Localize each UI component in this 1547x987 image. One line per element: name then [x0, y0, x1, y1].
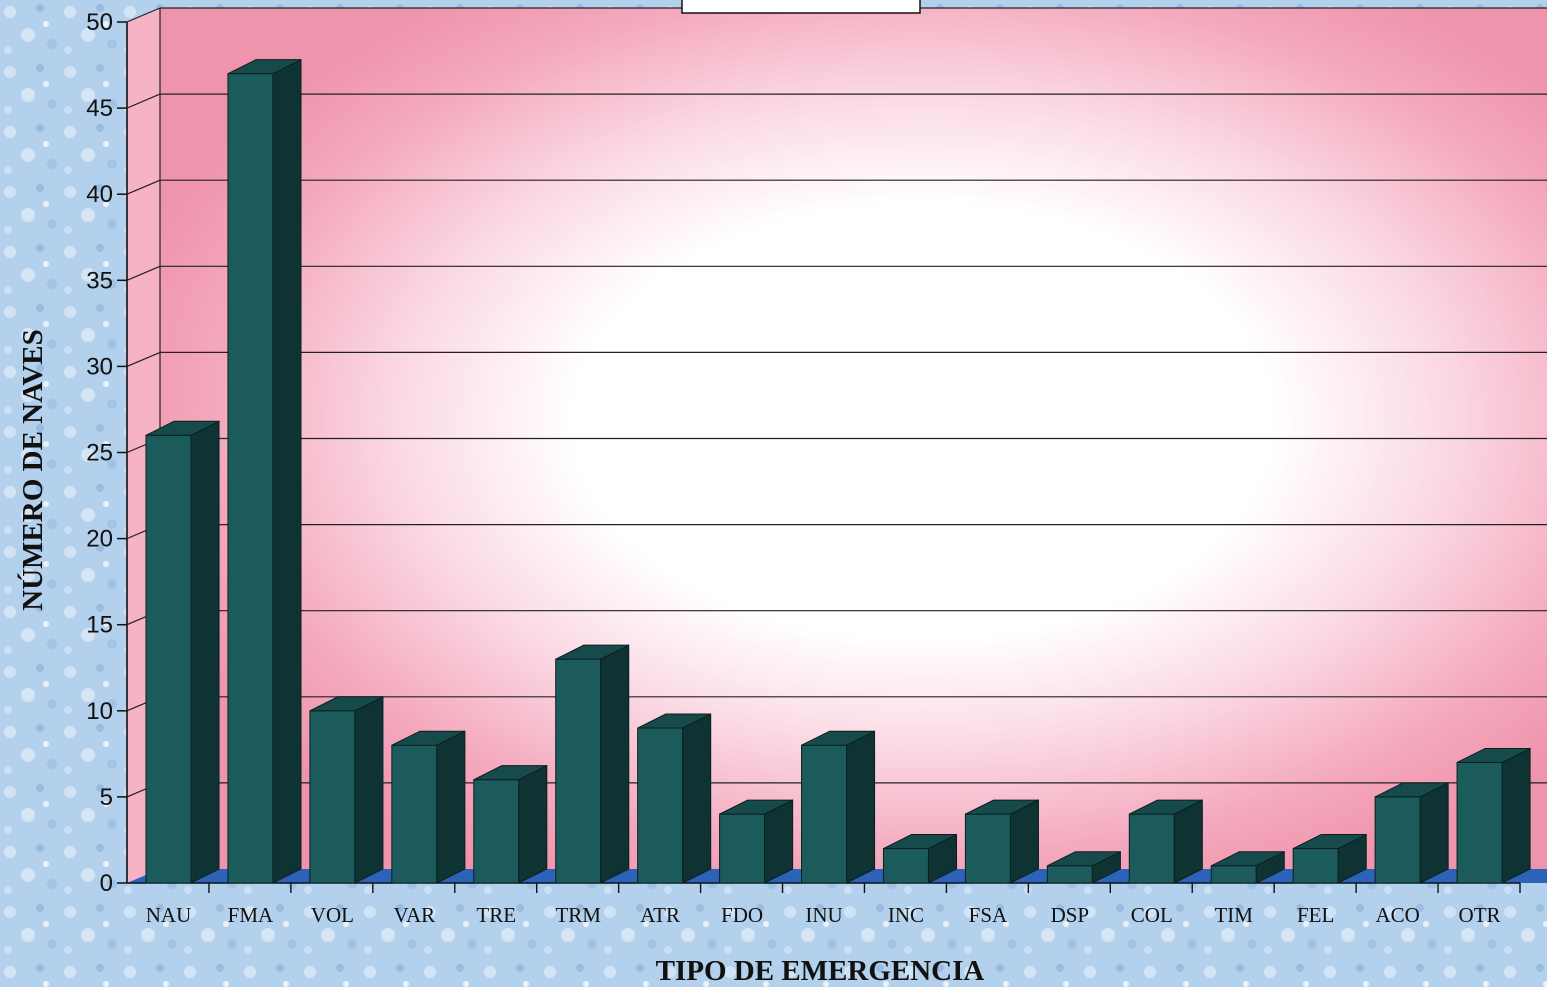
gridline-side [126, 93, 161, 109]
bar-side [600, 644, 630, 884]
x-tick-label: ATR [640, 903, 680, 927]
bar-top [391, 730, 466, 746]
bar-group [473, 764, 548, 884]
bar-group [964, 799, 1039, 884]
bar [1210, 865, 1257, 884]
bar-top [801, 730, 875, 746]
bar-group [1374, 782, 1449, 884]
bar-group [309, 695, 384, 884]
x-tick-label: FSA [969, 903, 1008, 927]
x-tick-label: OTR [1459, 903, 1501, 927]
bar-group [391, 730, 466, 884]
bar [1128, 813, 1175, 884]
bar-side [518, 764, 548, 884]
x-tick-label: TIM [1214, 903, 1253, 927]
bar-group [1292, 833, 1367, 884]
bar [145, 434, 192, 884]
bar [1374, 796, 1421, 884]
bar-side [1419, 782, 1449, 884]
bar-top [1047, 851, 1121, 867]
bar-top [1292, 834, 1367, 850]
x-tick-label: ACO [1375, 903, 1419, 927]
bar-top [719, 799, 793, 815]
bar-top [555, 644, 629, 660]
y-tick-label: 30 [86, 353, 113, 380]
bar [391, 744, 438, 884]
bar-side [436, 730, 466, 884]
y-tick-label: 45 [86, 95, 113, 122]
bar-top [1456, 747, 1531, 763]
gridline-side [126, 351, 161, 367]
y-tick-label: 20 [86, 526, 113, 553]
bar [1456, 761, 1503, 884]
bar-top [1211, 851, 1285, 867]
x-tick-label: DSP [1051, 903, 1090, 927]
bar-top [145, 420, 220, 436]
bar-top [965, 799, 1039, 815]
bar-group [1046, 850, 1121, 884]
bar [473, 779, 520, 884]
bar-side [354, 695, 384, 884]
y-tick-label: 15 [86, 612, 113, 639]
bar-group [637, 713, 712, 884]
bar-side [682, 713, 712, 884]
x-tick-label: INC [888, 903, 924, 927]
bar [309, 710, 356, 884]
y-tick-label: 10 [86, 698, 113, 725]
y-tick-label: 25 [86, 440, 113, 467]
bar-top [473, 765, 548, 781]
bar-top [227, 59, 302, 75]
x-tick-label: NAU [146, 903, 192, 927]
x-tick-label: FEL [1297, 903, 1334, 927]
gridline-side [126, 265, 161, 281]
y-tick-label: 5 [100, 784, 113, 811]
bar-group [227, 58, 302, 884]
gridline-side [126, 7, 161, 23]
bar-top [883, 834, 957, 850]
x-tick-label: VAR [394, 903, 436, 927]
bar-group [1128, 799, 1203, 884]
y-tick-label: 0 [100, 870, 113, 897]
bar-group [555, 644, 630, 884]
bar-side [272, 58, 302, 884]
bar [1046, 865, 1093, 884]
bar-top [637, 713, 711, 729]
bar-group [145, 420, 220, 884]
bar-group [801, 730, 876, 884]
bar [964, 813, 1011, 884]
x-tick-label: COL [1131, 903, 1173, 927]
bar [227, 73, 274, 884]
bar-side [190, 420, 220, 884]
bar-side [1501, 747, 1531, 884]
x-tick-label: VOL [311, 903, 354, 927]
x-tick-label: INU [805, 903, 842, 927]
bar [882, 848, 929, 884]
x-tick-label: TRE [476, 903, 516, 927]
bar-group [1456, 747, 1531, 884]
x-axis-title: TIPO DE EMERGENCIA [656, 955, 985, 987]
gridline-side [126, 179, 161, 195]
x-tick-label: FDO [721, 903, 763, 927]
bar-side [846, 730, 876, 884]
bar [719, 813, 766, 884]
top-label-box [681, 0, 921, 14]
y-tick-label: 35 [86, 267, 113, 294]
x-tick-label: TRM [555, 903, 601, 927]
y-axis-title: NÚMERO DE NAVES [16, 329, 49, 610]
bar [1292, 848, 1339, 884]
bar-group [1210, 850, 1285, 884]
bar-top [1374, 782, 1449, 798]
bar [555, 658, 602, 884]
y-tick-label: 50 [86, 9, 113, 36]
x-tick-label: FMA [228, 903, 274, 927]
bar-top [309, 696, 384, 712]
bar-top [1129, 799, 1203, 815]
bar [801, 744, 848, 884]
bar-group [882, 833, 958, 884]
bar [637, 727, 684, 884]
y-tick-label: 40 [86, 181, 113, 208]
bar-group [719, 799, 794, 884]
